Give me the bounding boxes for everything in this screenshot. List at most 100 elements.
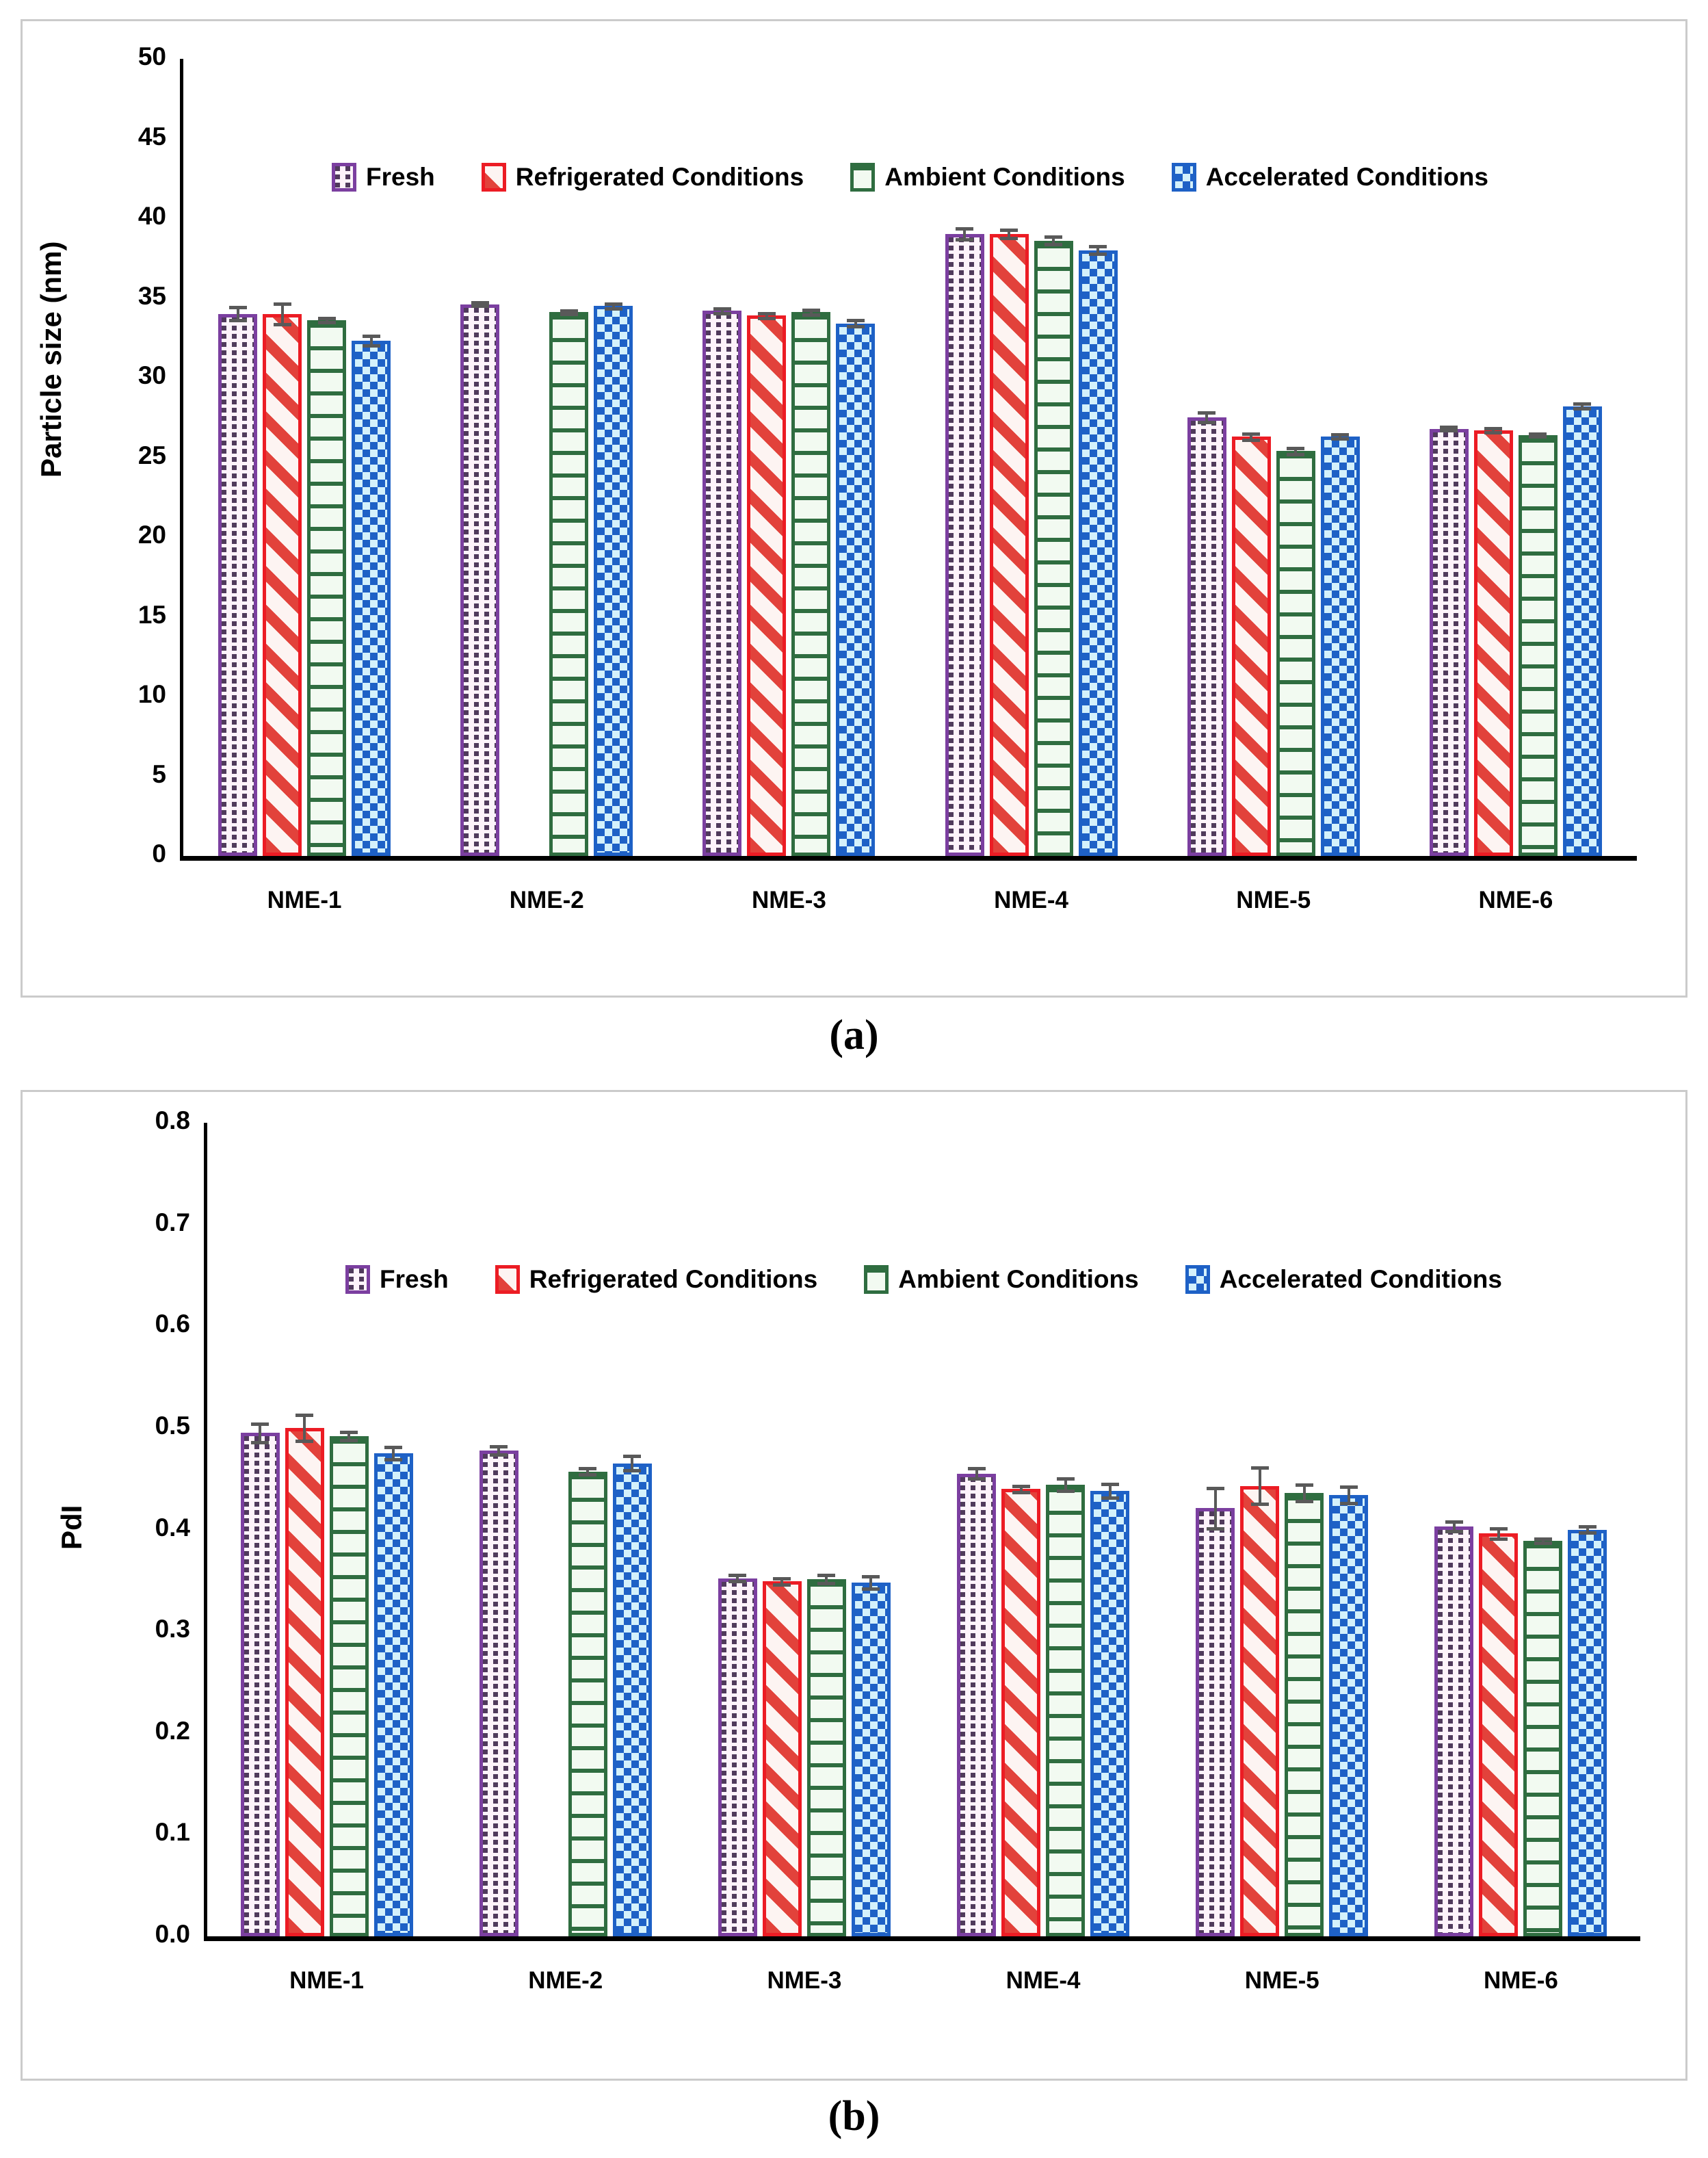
error-bar-cap <box>1445 1520 1463 1524</box>
y-tick-label: 0.7 <box>155 1208 190 1236</box>
error-bar-cap <box>846 325 865 329</box>
error-bar-cap <box>1440 426 1458 430</box>
error-bar-cap <box>773 1576 791 1581</box>
error-bar-cap <box>773 1583 791 1587</box>
error-bar-cap <box>728 1580 747 1584</box>
error-bar <box>963 229 967 240</box>
error-bar-cap <box>1206 1486 1224 1490</box>
error-bar-cap <box>757 311 776 315</box>
error-bar-cap <box>295 1413 314 1417</box>
error-bar-cap <box>1529 434 1547 439</box>
y-tick-label: 40 <box>137 202 166 230</box>
error-bar-cap <box>1489 1527 1508 1531</box>
error-bar-cap <box>1056 1477 1075 1481</box>
error-bar <box>1205 413 1209 423</box>
error-bar-cap <box>623 1455 642 1459</box>
error-bar <box>720 308 724 313</box>
error-bar-cap <box>757 316 776 320</box>
error-bar-cap <box>1445 1530 1463 1534</box>
error-bar-cap <box>967 1477 986 1481</box>
error-bar-cap <box>1573 407 1592 411</box>
x-category-label: NME-1 <box>267 887 342 913</box>
error-bar <box>975 1468 978 1479</box>
error-bar <box>369 336 373 346</box>
y-axis-line <box>204 1123 207 1936</box>
legend-label: Ambient Conditions <box>898 1265 1139 1293</box>
error-bar-cap <box>340 1430 358 1434</box>
bar-ambient-nme-6 <box>1518 434 1558 856</box>
error-bar-cap <box>579 1473 597 1477</box>
legend: Fresh Refrigerated Conditions Ambient Cond… <box>183 159 1637 195</box>
x-category-label: NME-5 <box>1236 887 1311 913</box>
legend-label: Refrigerated Conditions <box>529 1265 818 1293</box>
error-bar <box>236 307 239 321</box>
bar-fresh-nme-1 <box>240 1433 280 1936</box>
error-bar <box>1294 447 1298 454</box>
error-bar-cap <box>817 1582 836 1586</box>
bar-accelerated-nme-6 <box>1562 406 1602 856</box>
error-bar <box>1019 1485 1023 1492</box>
error-bar-cap <box>1287 452 1305 456</box>
error-bar-cap <box>1044 235 1063 239</box>
error-bar-cap <box>1440 428 1458 432</box>
x-category-label: NME-2 <box>509 887 584 913</box>
error-bar <box>259 1423 262 1442</box>
bar-fresh-nme-4 <box>957 1473 997 1936</box>
x-category-label: NME-6 <box>1478 887 1553 913</box>
x-category-label: NME-3 <box>751 887 826 913</box>
error-bar-cap <box>1056 1490 1075 1494</box>
y-tick-label: 25 <box>137 441 166 469</box>
error-bar-cap <box>273 322 291 326</box>
error-bar-cap <box>1089 252 1107 257</box>
error-bar-cap <box>273 302 291 306</box>
legend-swatch-check-icon <box>1171 163 1196 192</box>
error-bar-cap <box>1089 244 1107 248</box>
error-bar <box>631 1456 634 1471</box>
y-tick-label: 50 <box>137 42 166 70</box>
y-axis-title: Particle size (nm) <box>35 241 67 478</box>
error-bar-cap <box>317 317 336 321</box>
caption-b: (b) <box>828 2093 880 2140</box>
error-bar-cap <box>1529 432 1547 437</box>
bar-refrigerated-nme-3 <box>762 1581 802 1936</box>
bar-accelerated-nme-3 <box>851 1582 891 1936</box>
y-tick-label: 45 <box>137 122 166 151</box>
error-bar <box>1258 1467 1261 1505</box>
error-bar <box>347 1431 351 1440</box>
x-category-label: NME-4 <box>1006 1967 1081 1994</box>
error-bar-cap <box>967 1467 986 1471</box>
error-bar-cap <box>1198 411 1216 415</box>
error-bar <box>586 1468 590 1475</box>
legend-item-ambient-conditions: Ambient Conditions <box>850 163 1125 192</box>
error-bar <box>736 1575 739 1582</box>
x-axis-line <box>180 856 1637 861</box>
y-tick-label: 0.2 <box>155 1716 190 1745</box>
error-bar-cap <box>1295 1499 1313 1503</box>
error-bar <box>765 313 768 318</box>
bar-ambient-nme-5 <box>1285 1492 1324 1936</box>
y-tick-label: 0.0 <box>155 1920 190 1948</box>
error-bar-cap <box>817 1574 836 1578</box>
error-bar <box>1064 1479 1067 1492</box>
error-bar-cap <box>862 1587 880 1591</box>
error-bar <box>1008 230 1011 239</box>
legend-label: Fresh <box>366 163 435 191</box>
x-category-label: NME-2 <box>528 1967 603 1994</box>
bar-refrigerated-nme-5 <box>1231 437 1271 856</box>
error-bar-cap <box>802 313 820 317</box>
x-category-label: NME-6 <box>1483 1967 1558 1994</box>
error-bar-cap <box>1000 237 1019 241</box>
chart-pdi: PdI 0.0 0.1 0.2 0.3 0.4 0.5 0.6 0.7 0.8 NME-1 NME-2… <box>23 1092 1685 2079</box>
y-tick-label: 0.6 <box>155 1310 190 1338</box>
x-category-label: NME-4 <box>994 887 1069 913</box>
error-bar-cap <box>1331 433 1350 437</box>
y-axis-title: PdI <box>55 1505 88 1550</box>
panel-pdi: PdI 0.0 0.1 0.2 0.3 0.4 0.5 0.6 0.7 0.8 NME-1 NME-2… <box>21 1090 1687 2081</box>
error-bar-cap <box>1295 1483 1313 1487</box>
legend-swatch-diag-icon <box>481 163 506 192</box>
legend-swatch-hlines-icon <box>864 1265 889 1294</box>
y-tick-label: 0.5 <box>155 1411 190 1440</box>
error-bar-cap <box>317 320 336 324</box>
error-bar <box>1347 1487 1350 1503</box>
error-bar <box>1497 1529 1500 1539</box>
